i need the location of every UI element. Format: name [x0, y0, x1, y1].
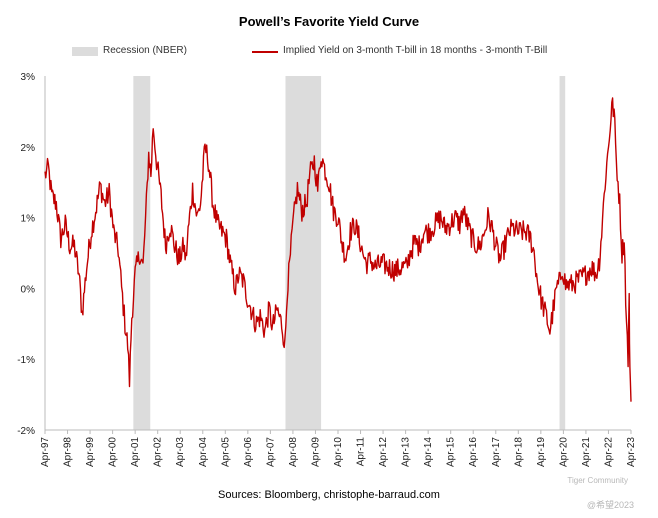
y-tick-label: 0%: [21, 284, 36, 295]
x-tick-label: Apr-21: [581, 437, 592, 467]
x-tick-label: Apr-98: [63, 437, 74, 467]
x-tick-label: Apr-03: [175, 437, 186, 467]
axes-layer: 3% 2% 1% 0% -1% -2% Apr-97 Apr-98 Apr-99 Apr-00 Ap…: [17, 72, 637, 467]
x-tick-label: Apr-13: [401, 437, 412, 467]
y-tick-label: 3%: [21, 72, 36, 83]
legend-recession-swatch: [72, 47, 98, 56]
chart-title: Powell’s Favorite Yield Curve: [238, 14, 420, 29]
x-tick-label: Apr-05: [220, 437, 231, 467]
x-tick-label: Apr-10: [333, 437, 344, 467]
x-tick-label: Apr-06: [243, 437, 254, 467]
x-tick-label: Apr-99: [85, 437, 96, 467]
recession-layer: [133, 76, 566, 430]
x-tick-label: Apr-01: [130, 437, 141, 467]
recession-band-0: [133, 76, 151, 430]
series-layer: [44, 97, 632, 402]
x-tick-label: Apr-23: [626, 437, 637, 467]
recession-band-1: [285, 76, 322, 430]
x-tick-label: Apr-20: [558, 437, 569, 467]
x-tick-label: Apr-16: [468, 437, 479, 467]
x-tick-label: Apr-12: [378, 437, 389, 467]
x-tick-label: Apr-19: [536, 437, 547, 467]
x-tick-label: Apr-02: [153, 437, 164, 467]
watermark-handle: @希望2023: [586, 500, 634, 510]
x-tick-label: Apr-22: [603, 437, 614, 467]
x-tick-label: Apr-07: [265, 437, 276, 467]
source-note: Sources: Bloomberg, christophe-barraud.c…: [218, 489, 440, 501]
series-line-0: [44, 97, 632, 402]
x-tick-label: Apr-15: [446, 437, 457, 467]
legend-series-swatch: [252, 51, 278, 53]
y-tick-label: 2%: [21, 143, 36, 154]
legend-recession-label: Recession (NBER): [103, 45, 187, 56]
y-tick-label: -2%: [17, 426, 35, 437]
x-tick-label: Apr-18: [513, 437, 524, 467]
x-tick-label: Apr-08: [288, 437, 299, 467]
legend: Recession (NBER) Implied Yield on 3-mont…: [0, 44, 658, 60]
recession-band-2: [559, 76, 566, 430]
x-tick-label: Apr-11: [356, 437, 367, 467]
x-tick-label: Apr-97: [40, 437, 51, 467]
y-tick-label: 1%: [21, 214, 36, 225]
x-tick-label: Apr-09: [310, 437, 321, 467]
legend-series-label: Implied Yield on 3-month T-bill in 18 mo…: [283, 45, 548, 56]
x-tick-label: Apr-04: [198, 437, 209, 467]
x-tick-label: Apr-14: [423, 437, 434, 467]
watermark-logo-text: Tiger Community: [567, 476, 628, 485]
y-tick-label: -1%: [17, 355, 35, 366]
x-tick-label: Apr-17: [491, 437, 502, 467]
x-tick-label: Apr-00: [108, 437, 119, 467]
